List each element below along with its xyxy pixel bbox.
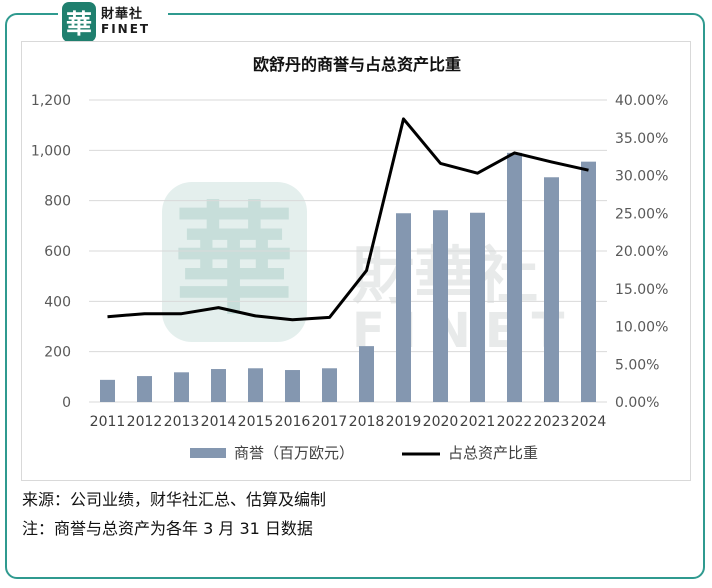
legend-bar-label: 商誉（百万欧元） — [234, 444, 354, 462]
right-axis-tick: 10.00% — [615, 320, 668, 336]
right-axis-tick: 5.00% — [615, 357, 659, 373]
left-axis-tick: 1,000 — [31, 143, 71, 159]
left-axis-tick: 200 — [44, 345, 71, 361]
bar-2022 — [507, 152, 522, 402]
x-axis-tick: 2019 — [386, 414, 422, 430]
legend-line-label: 占总资产比重 — [448, 444, 538, 462]
logo-badge: 華 — [62, 2, 96, 42]
chart-area: 華財華社FINET欧舒丹的商誉与占总资产比重02004006008001,000… — [21, 41, 691, 481]
x-axis-tick: 2020 — [423, 414, 459, 430]
source-note: 来源：公司业绩，财华社汇总、估算及编制 — [22, 490, 327, 509]
logo-text: 財華社 FINET — [101, 7, 151, 37]
right-axis-tick: 35.00% — [615, 131, 668, 147]
x-axis-tick: 2011 — [90, 414, 126, 430]
x-axis-tick: 2013 — [164, 414, 200, 430]
x-axis-tick: 2022 — [497, 414, 533, 430]
bar-2017 — [322, 368, 337, 402]
left-axis-tick: 400 — [44, 294, 71, 310]
left-axis-tick: 800 — [44, 194, 71, 210]
x-axis-tick: 2012 — [127, 414, 163, 430]
bar-2019 — [396, 213, 411, 402]
bar-2021 — [470, 212, 485, 402]
x-axis-tick: 2014 — [201, 414, 237, 430]
chart-svg: 華財華社FINET欧舒丹的商誉与占总资产比重02004006008001,000… — [31, 55, 668, 462]
x-axis-tick: 2023 — [534, 414, 570, 430]
watermark-char: 華 — [174, 190, 294, 331]
bar-2020 — [433, 210, 448, 402]
x-axis-tick: 2018 — [349, 414, 385, 430]
bar-2011 — [100, 379, 115, 402]
watermark-badge — [162, 182, 307, 342]
right-axis-tick: 0.00% — [615, 395, 659, 411]
x-axis-tick: 2017 — [312, 414, 348, 430]
x-axis-tick: 2016 — [275, 414, 311, 430]
finet-logo: 華 財華社 FINET — [58, 0, 168, 44]
bar-2018 — [359, 346, 374, 402]
logo-name-en: FINET — [101, 22, 151, 36]
logo-name-cn: 財華社 — [101, 7, 144, 22]
bar-2012 — [137, 376, 152, 402]
bar-2024 — [581, 161, 596, 402]
chart-title: 欧舒丹的商誉与占总资产比重 — [253, 55, 461, 74]
bar-2023 — [544, 177, 559, 402]
legend-bar-swatch — [190, 448, 226, 458]
bar-2013 — [174, 372, 189, 402]
right-axis-tick: 30.00% — [615, 169, 668, 185]
x-axis-tick: 2021 — [460, 414, 496, 430]
watermark-name-en: FINET — [352, 303, 578, 359]
ratio-line — [107, 117, 589, 322]
left-axis-tick: 600 — [44, 244, 71, 260]
footnote: 注：商誉与总资产为各年 3 月 31 日数据 — [22, 519, 313, 538]
bar-2016 — [285, 370, 300, 402]
x-axis-tick: 2024 — [571, 414, 607, 430]
bar-2014 — [211, 369, 226, 402]
right-axis-tick: 15.00% — [615, 282, 668, 298]
bar-2015 — [248, 368, 263, 402]
right-axis-tick: 25.00% — [615, 206, 668, 222]
left-axis-tick: 1,200 — [31, 93, 71, 109]
right-axis-tick: 20.00% — [615, 244, 668, 260]
right-axis-tick: 40.00% — [615, 93, 668, 109]
left-axis-tick: 0 — [62, 395, 71, 411]
x-axis-tick: 2015 — [238, 414, 274, 430]
